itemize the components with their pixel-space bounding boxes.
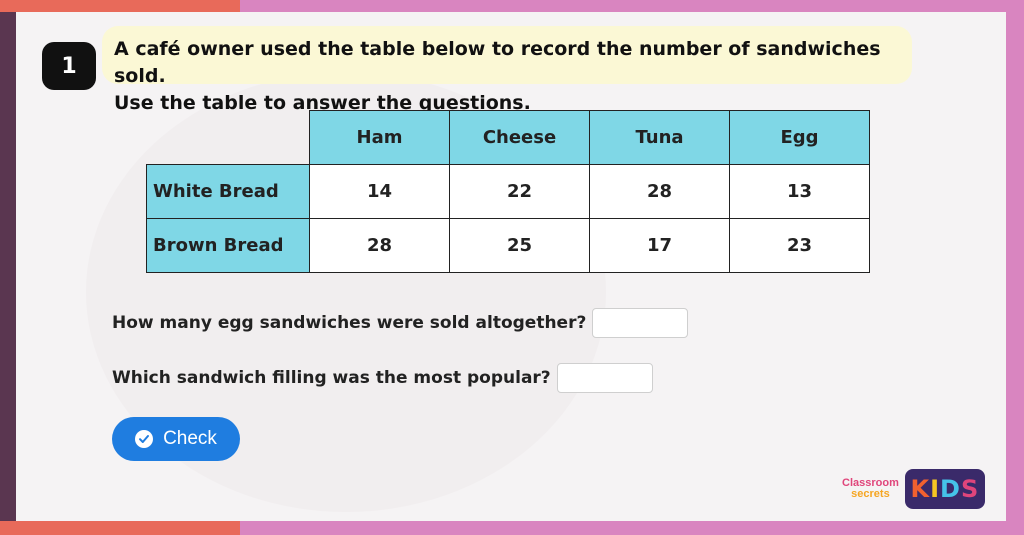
question-number-badge: 1 bbox=[42, 42, 96, 90]
check-circle-icon bbox=[135, 430, 154, 448]
table-cell: 14 bbox=[309, 164, 450, 219]
question-most-popular-label: Which sandwich filling was the most popu… bbox=[112, 368, 551, 388]
table-cell: 22 bbox=[449, 164, 590, 219]
question-egg-total-label: How many egg sandwiches were sold altoge… bbox=[112, 313, 587, 333]
question-most-popular: Which sandwich filling was the most popu… bbox=[112, 363, 653, 393]
column-header-cheese: Cheese bbox=[449, 110, 590, 165]
sandwich-table: Ham Cheese Tuna Egg White Bread 14 22 28… bbox=[146, 110, 870, 273]
frame-left bbox=[0, 12, 16, 522]
frame-top bbox=[240, 0, 1024, 12]
question-egg-total: How many egg sandwiches were sold altoge… bbox=[112, 308, 689, 338]
check-button[interactable]: Check bbox=[112, 417, 240, 461]
table-row: Brown Bread 28 25 17 23 bbox=[146, 218, 870, 273]
question-card: 1 A café owner used the table below to r… bbox=[16, 12, 1006, 521]
check-button-label: Check bbox=[163, 428, 217, 449]
row-header-white-bread: White Bread bbox=[146, 164, 310, 219]
table-cell: 13 bbox=[729, 164, 870, 219]
row-header-brown-bread: Brown Bread bbox=[146, 218, 310, 273]
classroom-secrets-logo: Classroom secrets bbox=[842, 478, 899, 500]
logo-line1: Classroom bbox=[842, 477, 899, 489]
column-header-ham: Ham bbox=[309, 110, 450, 165]
frame-bottom-left bbox=[0, 521, 240, 535]
frame-top-left bbox=[0, 0, 240, 12]
column-header-egg: Egg bbox=[729, 110, 870, 165]
table-row: White Bread 14 22 28 13 bbox=[146, 164, 870, 219]
question-text-line1: A café owner used the table below to rec… bbox=[114, 38, 881, 87]
table-cell: 25 bbox=[449, 218, 590, 273]
table-cell: 28 bbox=[309, 218, 450, 273]
logo-line2: secrets bbox=[851, 488, 890, 500]
question-prompt: A café owner used the table below to rec… bbox=[102, 26, 912, 114]
frame-right bbox=[1006, 0, 1024, 535]
most-popular-answer-input[interactable] bbox=[556, 363, 653, 393]
column-header-tuna: Tuna bbox=[589, 110, 730, 165]
table-cell: 28 bbox=[589, 164, 730, 219]
egg-total-answer-input[interactable] bbox=[592, 308, 689, 338]
table-corner-cell bbox=[147, 111, 310, 165]
question-text-line2: Use the table to answer the questions. bbox=[114, 92, 531, 114]
table-cell: 17 bbox=[589, 218, 730, 273]
frame-bottom bbox=[240, 521, 1024, 535]
table-header-row: Ham Cheese Tuna Egg bbox=[147, 110, 870, 165]
table-cell: 23 bbox=[729, 218, 870, 273]
